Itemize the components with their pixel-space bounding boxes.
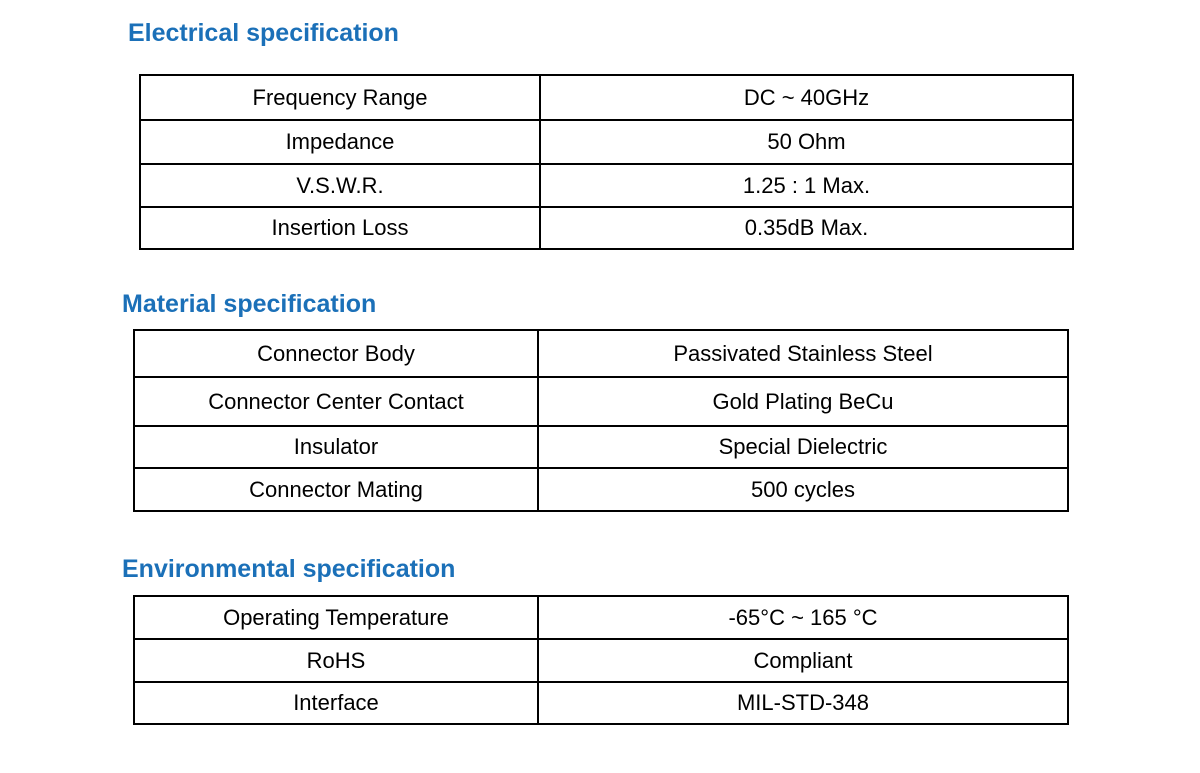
spec-value: Special Dielectric [537, 425, 1069, 469]
spec-table: Operating Temperature -65°C ~ 165 °C RoHS C… [133, 595, 1069, 725]
spec-row: Insulator Special Dielectric [133, 425, 1069, 469]
spec-row: Insertion Loss 0.35dB Max. [139, 206, 1074, 250]
spec-value: 1.25 : 1 Max. [539, 163, 1074, 208]
spec-table: Connector Body Passivated Stainless Steel… [133, 329, 1069, 512]
spec-value: 0.35dB Max. [539, 206, 1074, 250]
spec-value: MIL-STD-348 [537, 681, 1069, 725]
spec-label: Frequency Range [139, 74, 541, 121]
spec-row: V.S.W.R. 1.25 : 1 Max. [139, 163, 1074, 208]
spec-value: Compliant [537, 638, 1069, 683]
spec-label: RoHS [133, 638, 539, 683]
spec-row: RoHS Compliant [133, 638, 1069, 683]
spec-row: Connector Body Passivated Stainless Steel [133, 329, 1069, 378]
spec-row: Interface MIL-STD-348 [133, 681, 1069, 725]
spec-value: 50 Ohm [539, 119, 1074, 165]
section-title: Environmental specification [122, 555, 456, 583]
spec-value: 500 cycles [537, 467, 1069, 512]
spec-row: Operating Temperature -65°C ~ 165 °C [133, 595, 1069, 640]
section-title: Material specification [122, 290, 377, 318]
spec-table: Frequency Range DC ~ 40GHz Impedance 50 Ohm… [139, 74, 1074, 250]
spec-label: Insulator [133, 425, 539, 469]
spec-value: Gold Plating BeCu [537, 376, 1069, 427]
spec-row: Frequency Range DC ~ 40GHz [139, 74, 1074, 121]
spec-label: Insertion Loss [139, 206, 541, 250]
spec-value: -65°C ~ 165 °C [537, 595, 1069, 640]
spec-value: Passivated Stainless Steel [537, 329, 1069, 378]
spec-label: Interface [133, 681, 539, 725]
spec-label: Connector Body [133, 329, 539, 378]
section-title: Electrical specification [128, 19, 399, 47]
spec-value: DC ~ 40GHz [539, 74, 1074, 121]
spec-row: Impedance 50 Ohm [139, 119, 1074, 165]
spec-label: Connector Mating [133, 467, 539, 512]
spec-label: Connector Center Contact [133, 376, 539, 427]
spec-label: Impedance [139, 119, 541, 165]
spec-label: Operating Temperature [133, 595, 539, 640]
spec-row: Connector Center Contact Gold Plating BeC… [133, 376, 1069, 427]
spec-row: Connector Mating 500 cycles [133, 467, 1069, 512]
spec-label: V.S.W.R. [139, 163, 541, 208]
